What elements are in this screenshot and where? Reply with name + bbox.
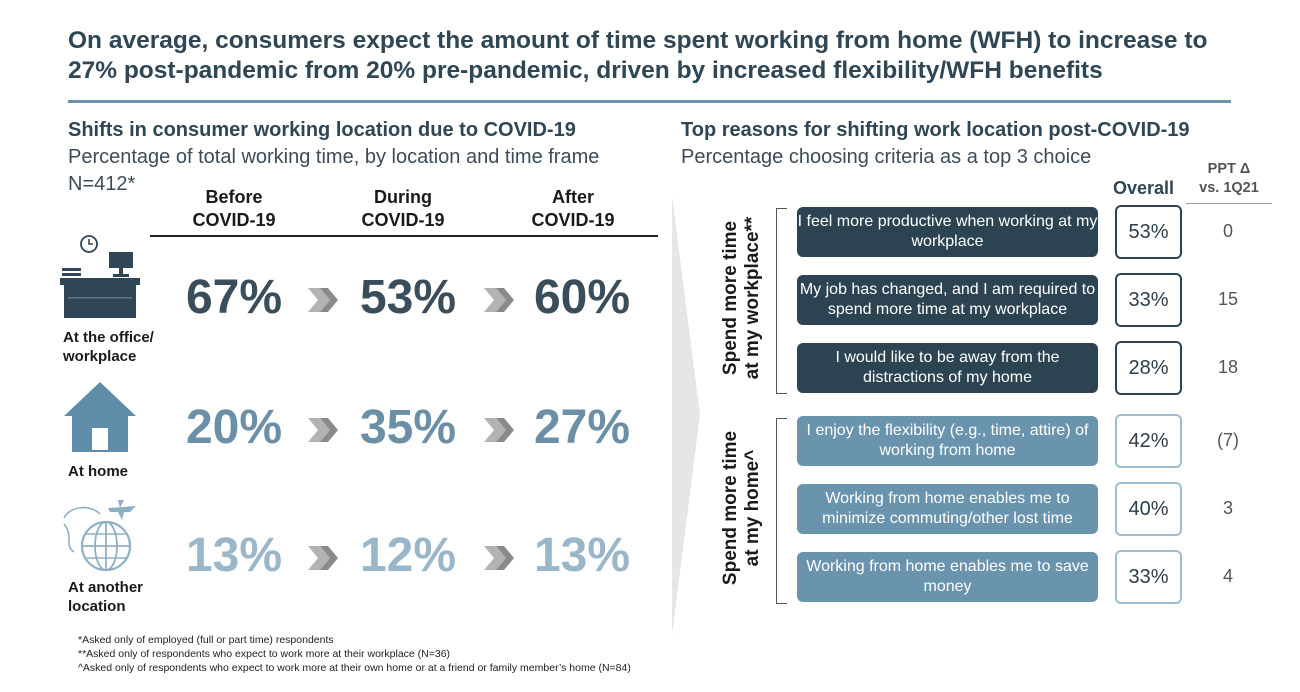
value-home-during: 35%	[359, 401, 457, 454]
value-office-during: 53%	[359, 271, 457, 324]
reason-box: Working from home enables me to minimize…	[797, 484, 1098, 534]
section-divider-arrow	[672, 195, 700, 635]
group-label-line: Spend more time	[720, 430, 741, 586]
reason-box: I feel more productive when working at m…	[797, 207, 1098, 257]
row-label-line: At home	[68, 463, 128, 480]
column-header-before: Before COVID-19	[164, 186, 304, 232]
overall-value-box: 28%	[1115, 341, 1182, 395]
office-desk-icon	[60, 235, 140, 318]
chevron-right-icon	[484, 418, 514, 442]
house-icon	[64, 382, 136, 452]
column-header-line: COVID-19	[531, 210, 615, 230]
globe-plane-icon	[63, 500, 136, 572]
chevron-right-icon	[484, 288, 514, 312]
reason-box: I would like to be away from the distrac…	[797, 343, 1098, 393]
group-bracket-home	[776, 418, 787, 604]
left-section-heading: Shifts in consumer working location due …	[68, 119, 576, 141]
sample-size-label: N=412*	[68, 173, 136, 195]
ppt-change-value: 15	[1217, 289, 1239, 309]
column-header-line: COVID-19	[192, 210, 276, 230]
row-label-line: At another	[68, 579, 143, 596]
column-header-after: After COVID-19	[503, 186, 643, 232]
overall-value-box: 53%	[1115, 205, 1182, 259]
column-header-line: After	[551, 187, 594, 207]
reason-box: My job has changed, and I am required to…	[797, 275, 1098, 325]
column-header-line: Before	[205, 187, 263, 207]
value-home-before: 20%	[185, 401, 283, 454]
value-office-after: 60%	[533, 271, 631, 324]
overall-column-header: Overall	[1113, 178, 1175, 198]
footnote: ^Asked only of respondents who expect to…	[78, 662, 631, 674]
left-section-subheading: Percentage of total working time, by loc…	[68, 146, 600, 168]
overall-value-box: 33%	[1115, 273, 1182, 327]
ppt-header-rule	[1186, 203, 1272, 204]
row-label-line: workplace	[63, 348, 137, 365]
column-header-line: During	[374, 187, 432, 207]
footnote: *Asked only of employed (full or part ti…	[78, 634, 334, 646]
row-label-line: At the office/	[63, 329, 154, 346]
row-label-line: location	[68, 598, 126, 615]
ppt-change-value: 4	[1222, 566, 1233, 586]
chevron-right-icon	[308, 546, 338, 570]
right-section-subheading: Percentage choosing criteria as a top 3 …	[681, 146, 1092, 168]
chevron-right-icon	[308, 418, 338, 442]
row-label-home: At home	[68, 462, 128, 481]
group-bracket-workplace	[776, 208, 787, 394]
title-divider	[68, 100, 1231, 103]
row-label-other: At another location	[68, 578, 143, 616]
ppt-header-line: vs. 1Q21	[1199, 180, 1259, 196]
row-label-office: At the office/ workplace	[63, 328, 154, 366]
column-header-during: During COVID-19	[333, 186, 473, 232]
ppt-header-line: PPT Δ	[1207, 161, 1251, 177]
ppt-change-value: 18	[1217, 357, 1239, 377]
chevron-right-icon	[308, 288, 338, 312]
ppt-change-value: (7)	[1217, 430, 1239, 450]
page-title: On average, consumers expect the amount …	[68, 27, 1208, 84]
group-label-line: at my workplace**	[742, 216, 763, 380]
group-label-line: Spend more time	[720, 220, 741, 376]
value-home-after: 27%	[533, 401, 631, 454]
ppt-change-value: 3	[1222, 498, 1233, 518]
ppt-change-value: 0	[1222, 221, 1233, 241]
right-section-heading: Top reasons for shifting work location p…	[681, 119, 1190, 141]
footnote: **Asked only of respondents who expect t…	[78, 648, 451, 660]
value-other-before: 13%	[185, 529, 283, 582]
reason-box: I enjoy the flexibility (e.g., time, att…	[797, 416, 1098, 466]
value-other-during: 12%	[359, 529, 457, 582]
overall-value-box: 42%	[1115, 414, 1182, 468]
column-header-line: COVID-19	[361, 210, 445, 230]
overall-value-box: 40%	[1115, 482, 1182, 536]
group-label-line: at my home^	[742, 449, 763, 567]
column-header-rule	[150, 235, 658, 237]
chevron-right-icon	[484, 546, 514, 570]
overall-value-box: 33%	[1115, 550, 1182, 604]
value-other-after: 13%	[533, 529, 631, 582]
ppt-column-header: PPT Δ vs. 1Q21	[1186, 160, 1272, 198]
reason-box: Working from home enables me to save mon…	[797, 552, 1098, 602]
value-office-before: 67%	[185, 271, 283, 324]
